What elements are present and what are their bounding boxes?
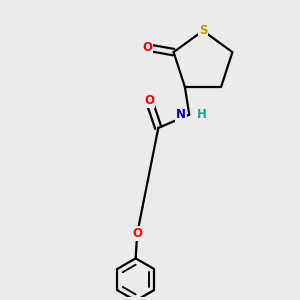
Text: O: O xyxy=(142,41,152,54)
Text: O: O xyxy=(145,94,154,107)
Text: N: N xyxy=(176,108,186,121)
Text: S: S xyxy=(199,24,207,37)
Text: H: H xyxy=(196,108,206,121)
Text: O: O xyxy=(132,227,142,240)
